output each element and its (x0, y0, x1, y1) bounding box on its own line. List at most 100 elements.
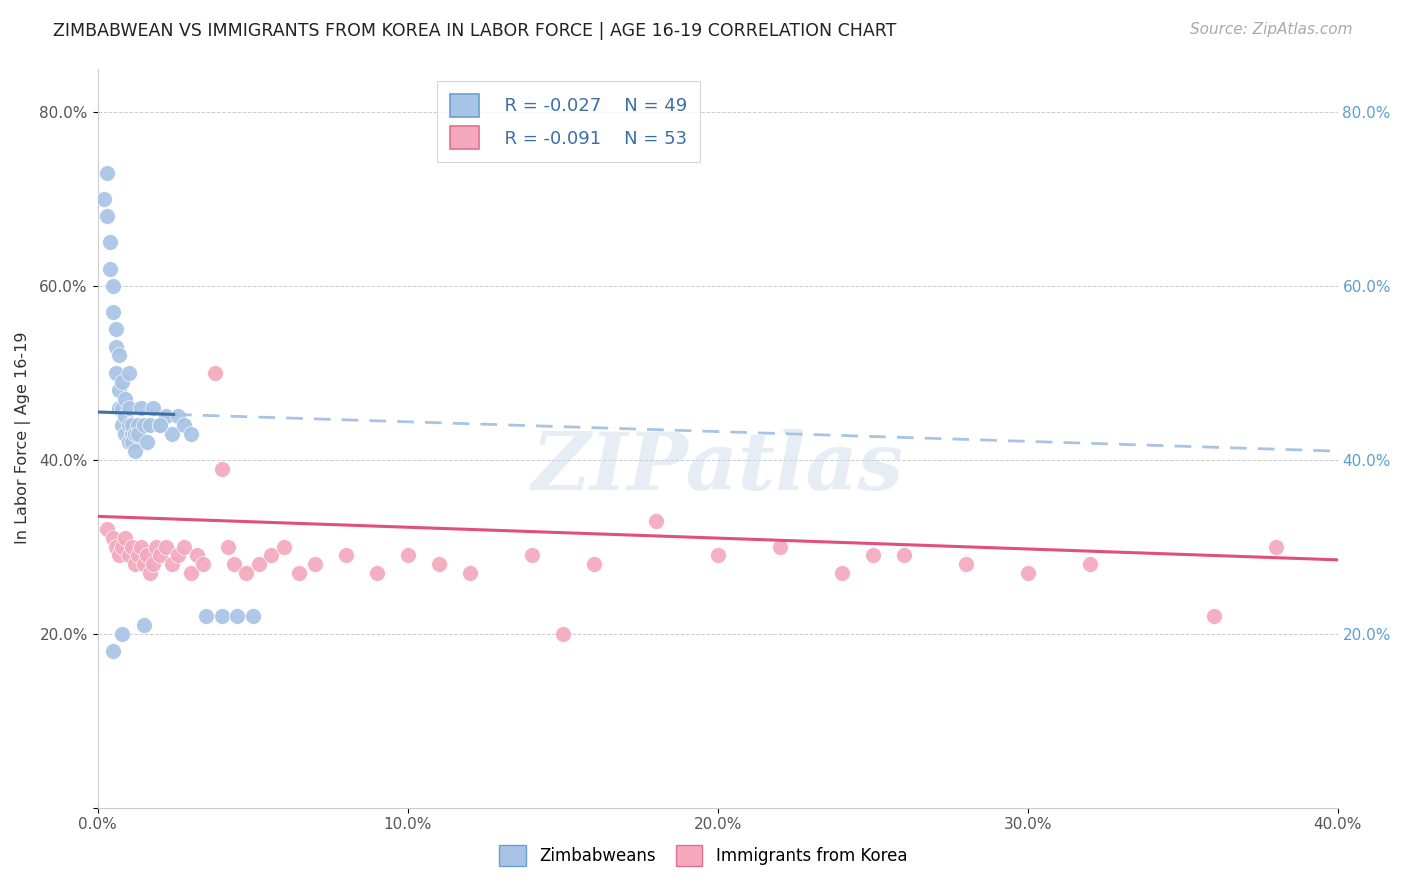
Point (148, 549, 170, 563)
Point (148, 418, 170, 433)
Point (145, 540, 167, 554)
Point (288, 566, 311, 580)
Point (108, 349, 131, 363)
Point (114, 531, 136, 545)
Point (180, 566, 202, 580)
Point (458, 566, 481, 580)
Point (121, 540, 143, 554)
Point (222, 558, 245, 572)
Point (101, 279, 124, 293)
Point (105, 540, 128, 554)
Legend: Zimbabweans, Immigrants from Korea: Zimbabweans, Immigrants from Korea (492, 838, 914, 873)
Text: Source: ZipAtlas.com: Source: ZipAtlas.com (1189, 22, 1353, 37)
Point (132, 618, 155, 632)
Point (260, 549, 283, 563)
Point (160, 558, 183, 572)
Point (98, 235, 121, 250)
Point (132, 418, 155, 433)
Point (148, 418, 170, 433)
Point (96, 523, 118, 537)
Point (96, 166, 118, 180)
Point (235, 566, 257, 580)
Point (117, 418, 139, 433)
Point (893, 549, 915, 563)
Point (1264, 540, 1286, 554)
Y-axis label: In Labor Force | Age 16-19: In Labor Force | Age 16-19 (15, 332, 31, 544)
Point (862, 549, 884, 563)
Point (111, 401, 134, 415)
Point (955, 558, 977, 572)
Point (108, 384, 131, 398)
Point (139, 566, 162, 580)
Point (768, 540, 790, 554)
Point (105, 322, 128, 336)
Point (1078, 558, 1101, 572)
Point (195, 609, 218, 624)
Point (121, 435, 143, 450)
Point (111, 626, 134, 640)
Point (127, 426, 149, 441)
Text: ZIMBABWEAN VS IMMIGRANTS FROM KOREA IN LABOR FORCE | AGE 16-19 CORRELATION CHART: ZIMBABWEAN VS IMMIGRANTS FROM KOREA IN L… (53, 22, 897, 40)
Point (180, 426, 202, 441)
Point (204, 366, 226, 380)
Point (114, 426, 136, 441)
Point (186, 549, 208, 563)
Point (211, 461, 233, 475)
Point (124, 444, 146, 458)
Point (111, 540, 134, 554)
Point (136, 549, 159, 563)
Point (211, 609, 233, 624)
Point (551, 626, 574, 640)
Point (142, 401, 165, 415)
Point (644, 514, 666, 528)
Point (160, 426, 183, 441)
Point (155, 540, 177, 554)
Point (167, 549, 190, 563)
Point (117, 401, 139, 415)
Point (226, 609, 249, 624)
Point (167, 409, 190, 424)
Point (242, 609, 264, 624)
Point (117, 549, 139, 563)
Legend:   R = -0.027    N = 49,   R = -0.091    N = 53: R = -0.027 N = 49, R = -0.091 N = 53 (437, 81, 700, 162)
Point (114, 392, 136, 406)
Point (105, 366, 128, 380)
Point (335, 549, 357, 563)
Point (105, 340, 128, 354)
Point (117, 435, 139, 450)
Point (706, 549, 728, 563)
Point (217, 540, 239, 554)
Point (129, 401, 152, 415)
Point (101, 644, 124, 658)
Point (304, 558, 326, 572)
Point (427, 558, 450, 572)
Point (101, 531, 124, 545)
Point (111, 418, 134, 433)
Point (108, 401, 131, 415)
Point (142, 558, 165, 572)
Point (173, 540, 195, 554)
Point (520, 549, 543, 563)
Point (139, 418, 162, 433)
Point (1202, 609, 1225, 624)
Point (155, 409, 177, 424)
Point (247, 558, 270, 572)
Point (124, 558, 146, 572)
Point (129, 540, 152, 554)
Point (121, 418, 143, 433)
Point (132, 558, 155, 572)
Point (101, 305, 124, 319)
Point (1017, 566, 1039, 580)
Point (396, 549, 419, 563)
Point (124, 426, 146, 441)
Point (98, 261, 121, 276)
Point (582, 558, 605, 572)
Point (127, 418, 149, 433)
Point (831, 566, 853, 580)
Point (366, 566, 388, 580)
Point (114, 409, 136, 424)
Point (136, 435, 159, 450)
Point (191, 558, 214, 572)
Point (108, 549, 131, 563)
Point (111, 375, 134, 389)
